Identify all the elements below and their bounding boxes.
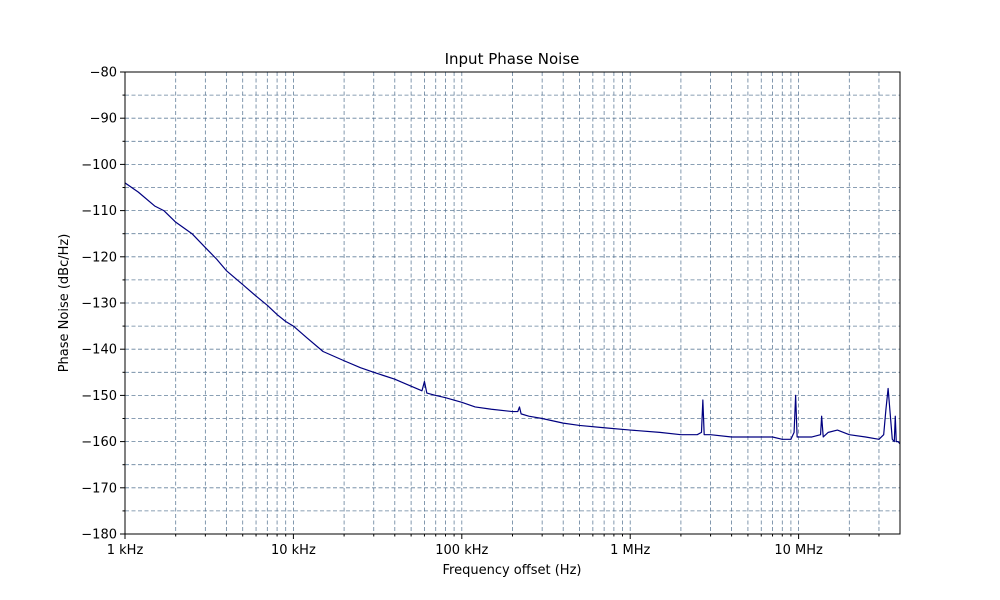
grid bbox=[125, 72, 900, 534]
y-tick-label: −90 bbox=[90, 112, 117, 127]
ticks: −80 −90 −100 −110 −120 −130 −140 −150 −160 −170 −1… bbox=[81, 66, 880, 558]
series-line-0 bbox=[124, 182, 901, 445]
y-tick-label: −160 bbox=[81, 435, 117, 450]
x-tick-label: 10 kHz bbox=[271, 543, 316, 558]
y-tick-label: −120 bbox=[81, 250, 117, 265]
y-tick-label: −130 bbox=[81, 297, 117, 312]
y-axis-label: Phase Noise (dBc/Hz) bbox=[57, 234, 72, 373]
y-tick-label: −140 bbox=[81, 343, 117, 358]
x-axis-label: Frequency offset (Hz) bbox=[443, 563, 582, 578]
x-tick-label: 100 kHz bbox=[435, 543, 488, 558]
y-tick-label: −80 bbox=[90, 66, 117, 81]
chart-title: Input Phase Noise bbox=[445, 50, 580, 68]
y-tick-label: −150 bbox=[81, 389, 117, 404]
y-tick-label: −170 bbox=[81, 481, 117, 496]
y-tick-label: −180 bbox=[81, 528, 117, 543]
x-tick-label: 10 MHz bbox=[774, 543, 823, 558]
series-layer bbox=[124, 182, 901, 445]
y-tick-label: −110 bbox=[81, 204, 117, 219]
y-tick-label: −100 bbox=[81, 158, 117, 173]
x-tick-label: 1 kHz bbox=[107, 543, 144, 558]
x-tick-label: 1 MHz bbox=[610, 543, 650, 558]
